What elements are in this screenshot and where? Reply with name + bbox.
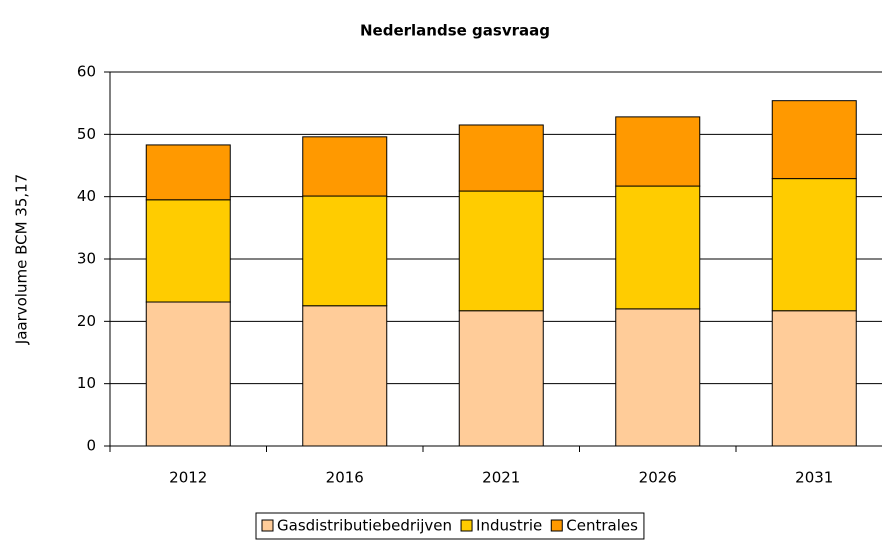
bar-segment <box>458 190 544 312</box>
x-tick-label: 2012 <box>169 469 207 487</box>
legend-swatch <box>460 519 473 532</box>
chart-title: Nederlandse gasvraag <box>360 22 550 40</box>
x-tick-label: 2026 <box>639 469 677 487</box>
bar-segment <box>458 124 544 192</box>
legend-swatch <box>261 519 274 532</box>
y-tick-label: 40 <box>77 187 96 205</box>
bar-segment <box>771 178 857 312</box>
x-tick-label: 2021 <box>482 469 520 487</box>
y-tick-label: 0 <box>86 437 96 455</box>
bar-segment <box>615 185 701 310</box>
bar-segment <box>302 305 388 447</box>
y-tick-label: 10 <box>77 374 96 392</box>
bar-segment <box>771 310 857 447</box>
legend-box <box>255 512 645 540</box>
bar-segment <box>302 195 388 307</box>
bar-segment <box>615 308 701 447</box>
bar-segment <box>458 310 544 447</box>
bar-segment <box>302 136 388 197</box>
legend-label: Industrie <box>476 517 542 535</box>
legend-label: Gasdistributiebedrijven <box>277 517 452 535</box>
legend-swatch <box>550 519 563 532</box>
x-tick-label: 2016 <box>326 469 364 487</box>
bar-segment <box>145 144 231 201</box>
y-tick-label: 30 <box>77 250 96 268</box>
y-tick-label: 20 <box>77 312 96 330</box>
legend-label: Centrales <box>566 517 638 535</box>
y-tick-label: 50 <box>77 125 96 143</box>
legend: Gasdistributiebedrijven Industrie Centrale… <box>255 512 645 540</box>
y-axis-label: Jaarvolume BCM 35,17 <box>13 174 31 345</box>
bar-segment <box>145 199 231 303</box>
y-tick-label: 60 <box>77 63 96 81</box>
bar-segment <box>615 116 701 187</box>
x-tick-label: 2031 <box>795 469 833 487</box>
bar-segment <box>145 301 231 447</box>
bar-segment <box>771 100 857 180</box>
